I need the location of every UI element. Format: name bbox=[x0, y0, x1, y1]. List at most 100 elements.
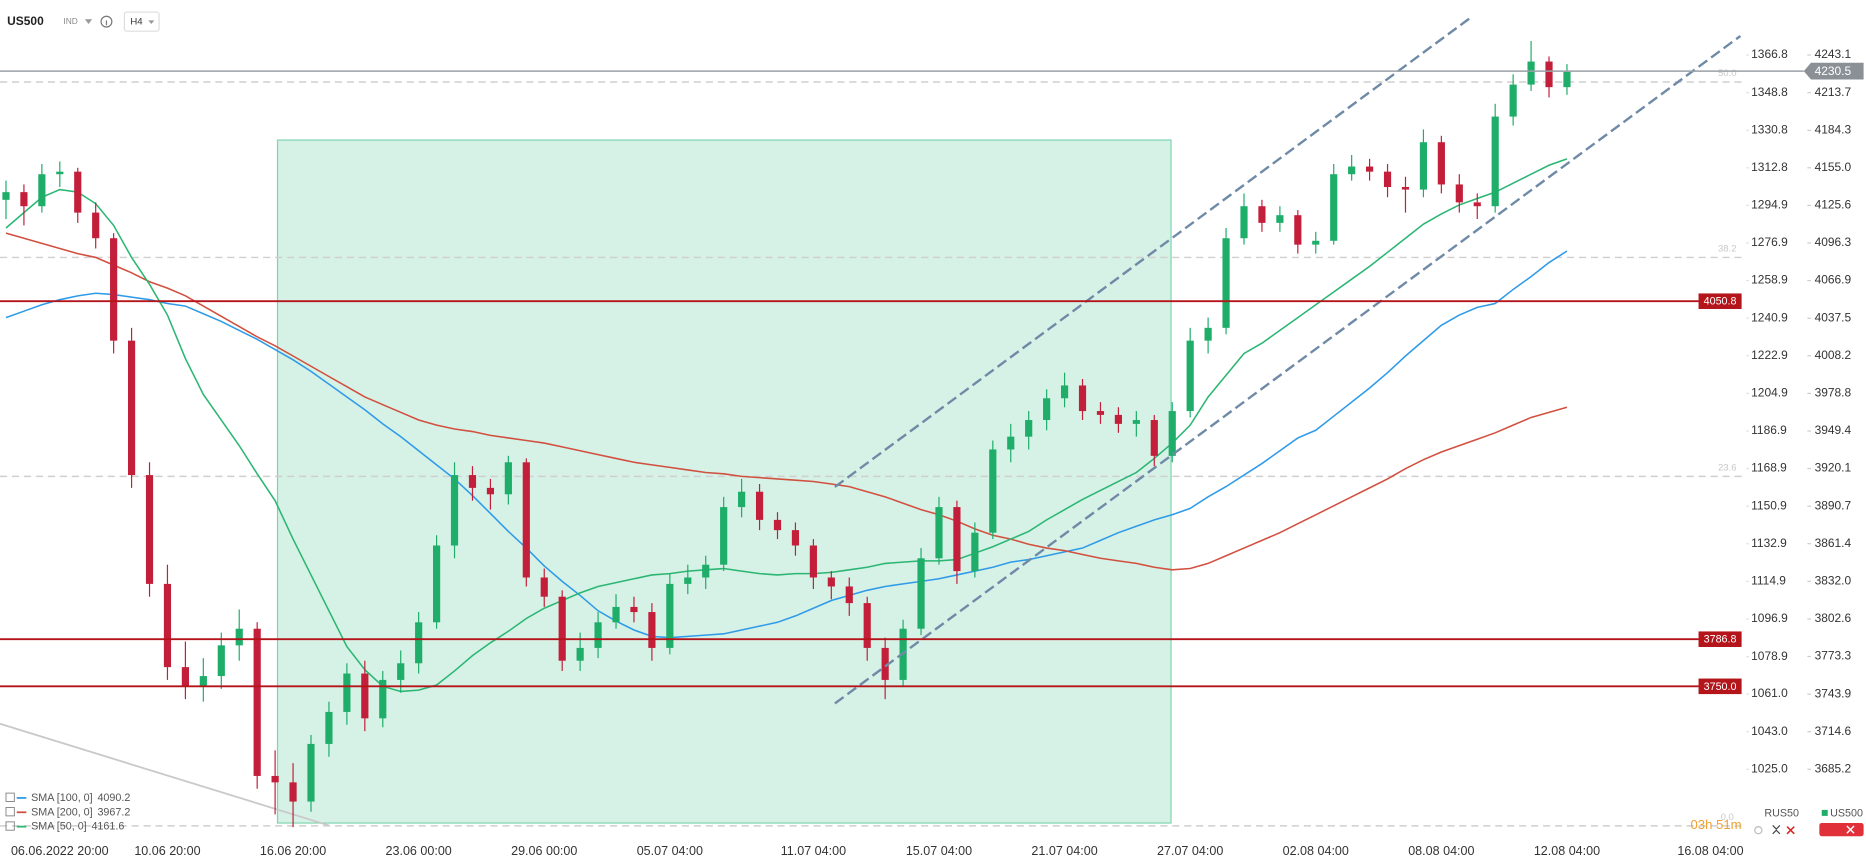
channel-line bbox=[834, 35, 1742, 705]
timeframe: H4 bbox=[130, 17, 143, 28]
y-tick-label: 4213.7 bbox=[1815, 85, 1852, 99]
candle-body bbox=[1437, 142, 1445, 185]
candle-body bbox=[504, 462, 512, 495]
y2-tick-label: 1186.9 bbox=[1751, 423, 1787, 437]
y2-tick-label: 1294.9 bbox=[1751, 197, 1788, 211]
candle-body bbox=[791, 530, 800, 546]
candle-body bbox=[181, 667, 189, 687]
x-tick-label: 29.06 00:00 bbox=[511, 844, 577, 858]
candle-body bbox=[576, 647, 584, 661]
candle-body bbox=[56, 171, 64, 175]
x-tick-label: 08.08 04:00 bbox=[1408, 844, 1474, 858]
candle-body bbox=[343, 673, 351, 712]
y2-tick-label: 1366.8 bbox=[1751, 47, 1788, 61]
candle-body bbox=[1366, 166, 1374, 172]
y-tick-label: 4066.9 bbox=[1815, 273, 1852, 287]
candle-body bbox=[845, 586, 853, 604]
trend-line bbox=[0, 722, 330, 827]
y-tick-label: 4243.1 bbox=[1815, 47, 1852, 61]
candle-body bbox=[1150, 420, 1158, 456]
candle-body bbox=[917, 558, 925, 629]
candle-body bbox=[397, 663, 405, 680]
x-tick-label: 16.06 20:00 bbox=[260, 844, 326, 858]
eye-icon[interactable] bbox=[1754, 826, 1763, 835]
candle-body bbox=[1545, 61, 1553, 88]
candle-body bbox=[486, 487, 495, 495]
candle-body bbox=[666, 583, 674, 648]
y2-tick-label: 1096.9 bbox=[1751, 611, 1788, 625]
close-icon[interactable] bbox=[1786, 826, 1795, 835]
candle-body bbox=[1276, 215, 1284, 223]
candle-body bbox=[1419, 142, 1428, 190]
candle-body bbox=[1294, 215, 1302, 245]
swap-icon[interactable] bbox=[1772, 825, 1781, 835]
legend-value: 3967.2 bbox=[97, 806, 130, 818]
candle-body bbox=[612, 606, 620, 623]
y-tick-label: 4008.2 bbox=[1815, 348, 1852, 362]
x-tick-label: 05.07 04:00 bbox=[637, 844, 703, 858]
x-tick-label: 11.07 04:00 bbox=[781, 844, 846, 858]
candle-body bbox=[361, 673, 369, 719]
info-icon[interactable] bbox=[100, 15, 113, 28]
last-price-box bbox=[1803, 62, 1864, 80]
y2-tick-label: 1312.8 bbox=[1751, 160, 1788, 174]
timeframe-select[interactable] bbox=[123, 11, 160, 32]
candle-body bbox=[809, 545, 817, 578]
candle-body bbox=[630, 606, 638, 613]
candle-body bbox=[1078, 385, 1087, 412]
candle-body bbox=[522, 462, 530, 578]
instrument-swatch bbox=[1821, 809, 1828, 816]
y-tick-label: 3978.8 bbox=[1815, 386, 1852, 400]
close-icon[interactable] bbox=[1846, 825, 1855, 834]
candle-body bbox=[1060, 385, 1069, 399]
y-tick-label: 4125.6 bbox=[1815, 198, 1852, 212]
y-tick-label: 3861.4 bbox=[1815, 536, 1852, 550]
level-label-box bbox=[1698, 293, 1742, 309]
fib-label: 50.0 bbox=[1718, 68, 1737, 79]
candle-body bbox=[163, 583, 172, 668]
candle-body bbox=[953, 507, 961, 572]
legend-value: 4090.2 bbox=[97, 792, 130, 804]
x-tick-label: 16.08 04:00 bbox=[1677, 844, 1743, 858]
candle-body bbox=[1312, 240, 1320, 245]
candle-body bbox=[217, 645, 225, 677]
instrument-controls[interactable] bbox=[1819, 823, 1864, 837]
instrument[interactable]: RUS50 bbox=[1764, 807, 1799, 819]
candle-body bbox=[540, 577, 548, 597]
candle-body bbox=[450, 475, 459, 546]
last-price-label: 4230.5 bbox=[1815, 64, 1852, 78]
candle-body bbox=[145, 475, 154, 584]
candle-body bbox=[415, 622, 423, 664]
drawings bbox=[0, 139, 1172, 827]
candle-body bbox=[1096, 411, 1105, 415]
channel-line bbox=[834, 17, 1471, 488]
symbol: US500 bbox=[7, 14, 44, 28]
y2-tick-label: 1078.9 bbox=[1751, 649, 1788, 663]
dropdown-arrow[interactable] bbox=[84, 19, 93, 25]
y2-tick-label: 1348.8 bbox=[1751, 85, 1788, 99]
candle-body bbox=[433, 545, 441, 623]
candle-body bbox=[199, 676, 207, 687]
legend-icon bbox=[5, 821, 15, 831]
x-tick-label: 15.07 04:00 bbox=[906, 844, 972, 858]
y2-tick-label: 1258.9 bbox=[1751, 273, 1788, 287]
fib-label: 38.2 bbox=[1718, 244, 1737, 255]
candle-body bbox=[594, 622, 602, 648]
candle-body bbox=[971, 532, 979, 572]
candle-body bbox=[755, 491, 764, 520]
fib-label: 23.6 bbox=[1718, 463, 1737, 474]
y2-tick-label: 1240.9 bbox=[1751, 310, 1788, 324]
candle-body bbox=[20, 192, 28, 207]
candle-body bbox=[379, 679, 387, 719]
x-tick-label: 27.07 04:00 bbox=[1157, 844, 1223, 858]
legend-entry: SMA [200, 0] 3967.2 bbox=[31, 806, 130, 818]
instrument[interactable]: US500 bbox=[1830, 807, 1863, 819]
y-tick-label: 3890.7 bbox=[1815, 498, 1852, 512]
y-tick-label: 3920.1 bbox=[1815, 461, 1852, 475]
plot: 50.0 38.2 23.6 0.0 bbox=[0, 41, 1747, 828]
countdown: 03h 51m bbox=[1690, 817, 1741, 832]
candle-body bbox=[468, 475, 477, 488]
candle-body bbox=[1473, 202, 1481, 207]
